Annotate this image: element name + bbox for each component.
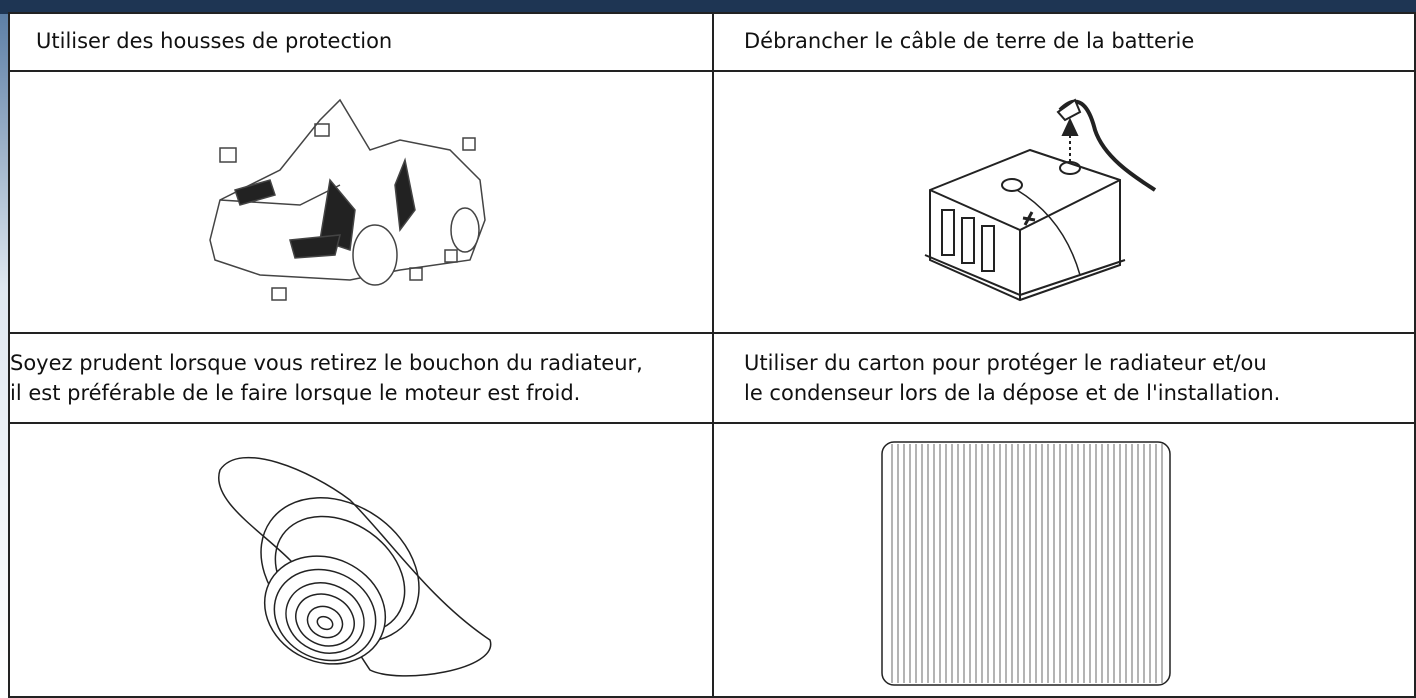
cell-text: le condenseur lors de la dépose et de l'… <box>744 381 1281 405</box>
cell-text: Débrancher le câble de terre de la batte… <box>744 29 1195 53</box>
battery-illustration <box>924 98 1157 302</box>
cap-illustration <box>217 456 492 677</box>
cell-text: Soyez prudent lorsque vous retirez le bo… <box>10 351 643 375</box>
car-illustration <box>209 98 486 301</box>
cell-text: il est préférable de le faire lorsque le… <box>10 381 581 405</box>
header-bar <box>0 0 1416 14</box>
side-strip <box>0 14 8 698</box>
cell <box>712 422 1416 698</box>
cell-text: Utiliser du carton pour protéger le radi… <box>744 351 1267 375</box>
cardboard-illustration <box>881 441 1171 686</box>
cell-text: Utiliser des housses de protection <box>36 29 393 53</box>
